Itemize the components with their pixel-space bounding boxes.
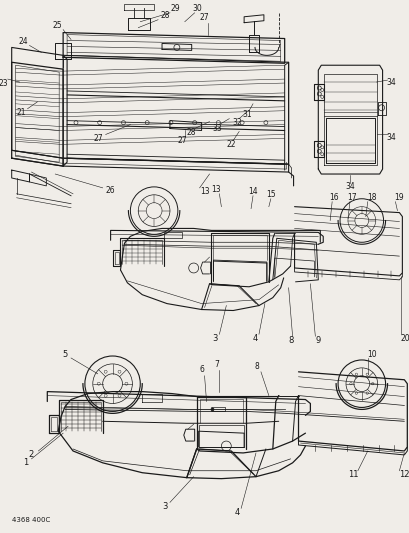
Text: 15: 15: [265, 190, 275, 199]
Text: 2: 2: [29, 450, 34, 459]
Text: 31: 31: [242, 110, 251, 119]
Text: 16: 16: [328, 193, 338, 202]
Text: 19: 19: [393, 193, 403, 202]
Text: 27: 27: [199, 13, 209, 22]
Text: 27: 27: [94, 134, 103, 143]
Text: 22: 22: [226, 140, 236, 149]
Text: 10: 10: [366, 350, 375, 359]
Text: 26: 26: [106, 187, 115, 195]
Text: 6: 6: [199, 365, 204, 374]
Text: 28: 28: [187, 128, 196, 137]
Circle shape: [211, 408, 213, 411]
Text: 14: 14: [247, 187, 257, 196]
Text: 27: 27: [177, 136, 186, 145]
Text: 3: 3: [162, 502, 167, 511]
Text: 8: 8: [287, 336, 292, 345]
Text: 9: 9: [315, 336, 320, 345]
Text: 30: 30: [192, 4, 202, 13]
Text: 34: 34: [386, 77, 396, 86]
Text: 25: 25: [52, 21, 62, 30]
Text: 20: 20: [400, 334, 409, 343]
Text: 24: 24: [19, 37, 28, 46]
Text: 34: 34: [386, 133, 396, 142]
Text: 13: 13: [199, 187, 209, 196]
Text: 13: 13: [211, 185, 221, 195]
Text: 33: 33: [212, 124, 222, 133]
Text: 32: 32: [232, 118, 241, 127]
Text: 28: 28: [160, 11, 169, 20]
Text: 18: 18: [366, 193, 375, 202]
Text: 29: 29: [170, 4, 179, 13]
Text: 23: 23: [0, 78, 9, 87]
Text: 34: 34: [344, 182, 354, 191]
Text: 12: 12: [398, 470, 409, 479]
Text: 3: 3: [212, 334, 218, 343]
Text: 5: 5: [62, 350, 67, 359]
Text: 4: 4: [252, 334, 257, 343]
Text: 4368 400C: 4368 400C: [12, 517, 50, 523]
Text: 21: 21: [17, 108, 26, 117]
Text: 1: 1: [23, 458, 28, 467]
Text: 8: 8: [254, 362, 259, 372]
Text: 7: 7: [213, 360, 218, 369]
Text: 4: 4: [234, 508, 239, 517]
Text: 17: 17: [346, 193, 356, 202]
Text: 11: 11: [347, 470, 357, 479]
